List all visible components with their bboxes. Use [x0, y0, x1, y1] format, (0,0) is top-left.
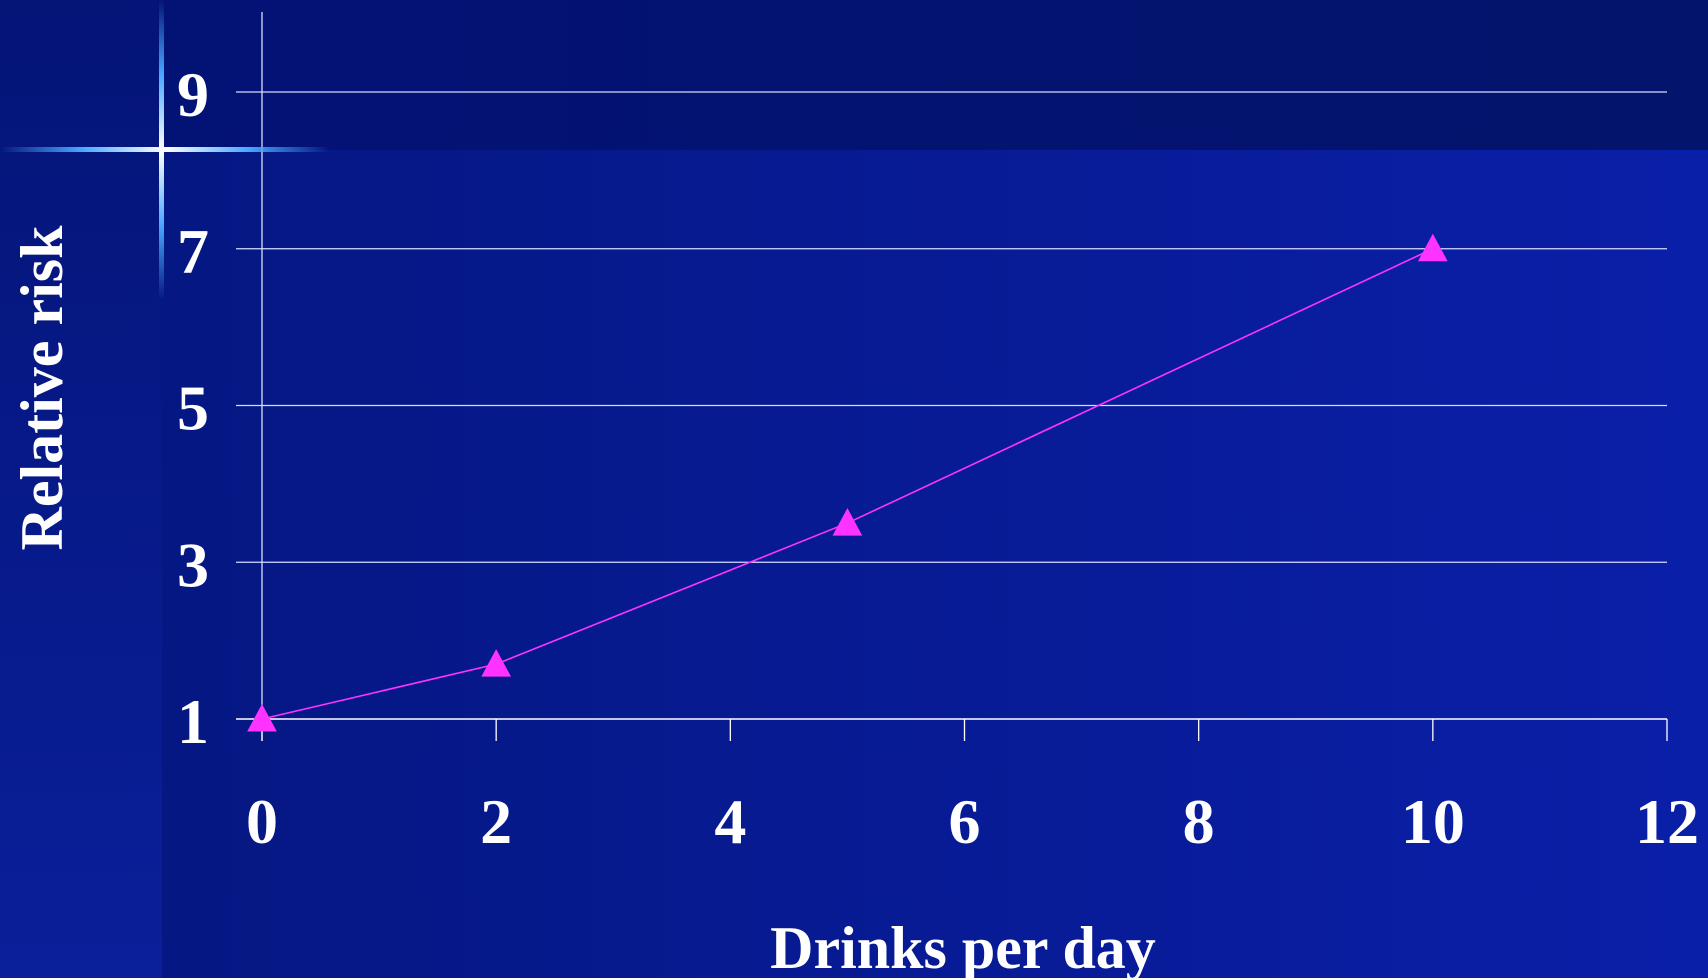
y-axis-label: Relative risk [9, 225, 75, 551]
x-tick-6: 6 [949, 786, 981, 857]
x-tick-0: 0 [246, 786, 278, 857]
top-band-background [162, 0, 1708, 150]
grid-lines [236, 91, 1667, 563]
data-point-marker [481, 649, 512, 677]
series-line-0 [261, 248, 1434, 720]
left-panel-background [0, 0, 162, 978]
x-tick-labels: 0 2 4 6 8 10 12 [246, 786, 1699, 857]
y-tick-9: 9 [177, 59, 209, 130]
x-tick-2: 2 [480, 786, 512, 857]
y-tick-3: 3 [177, 529, 209, 600]
y-tick-5: 5 [177, 373, 209, 444]
axes [236, 12, 1668, 741]
x-axis-label: Drinks per day [770, 915, 1156, 978]
star-flare-horizontal [0, 147, 330, 152]
series-layer [247, 233, 1448, 732]
x-tick-4: 4 [714, 786, 746, 857]
y-tick-labels: 1 3 5 7 9 [177, 59, 209, 757]
x-tick-10: 10 [1401, 786, 1465, 857]
y-tick-1: 1 [177, 686, 209, 757]
data-point-marker [1417, 233, 1448, 262]
data-point-marker [832, 508, 863, 536]
y-tick-7: 7 [177, 216, 209, 287]
x-tick-12: 12 [1635, 786, 1699, 857]
main-background [162, 150, 1708, 978]
x-tick-8: 8 [1183, 786, 1215, 857]
data-point-marker [247, 703, 277, 732]
